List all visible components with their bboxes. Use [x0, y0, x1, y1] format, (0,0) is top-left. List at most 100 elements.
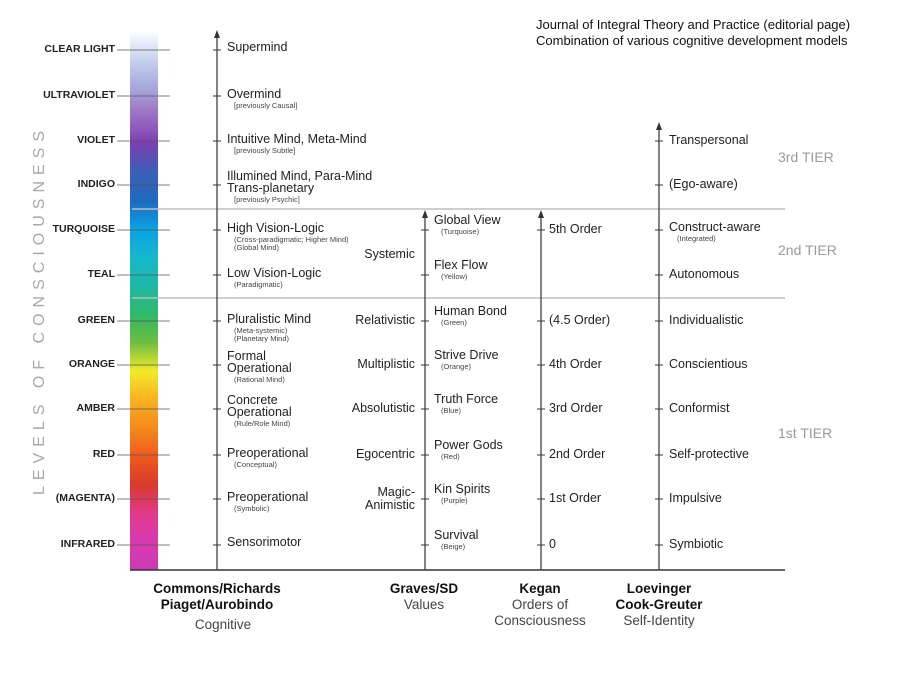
kegan-order-label: 2nd Order [549, 447, 606, 461]
kegan-order-label: 5th Order [549, 222, 602, 236]
cognitive-stage-note: (Rule/Role Mind) [234, 419, 291, 428]
graves-meme-label: Global View [434, 213, 501, 227]
loevinger-stage-label: Self-protective [669, 447, 749, 461]
column-header-loevinger-line2: Cook-Greuter [615, 597, 703, 612]
level-label: TURQUOISE [52, 223, 115, 235]
cognitive-stage-note: (Meta-systemic) [234, 326, 288, 335]
column-header-cognitive: Commons/Richards Piaget/Aurobindo Cognit… [137, 581, 297, 633]
cognitive-stage-label: Low Vision-Logic [227, 266, 322, 280]
graves-meme-color: (Purple) [441, 496, 468, 505]
kegan-order-label: (4.5 Order) [549, 313, 611, 327]
level-label: RED [92, 448, 115, 460]
cognitive-axis-arrow [214, 30, 220, 38]
loevinger-stage-label: Conscientious [669, 357, 748, 371]
kegan-order-label: 0 [549, 537, 556, 551]
cognitive-stage-label: Illumined Mind, Para-Mind [227, 169, 373, 183]
cognitive-stage-note: (Cross-paradigmatic; Higher Mind) [234, 235, 349, 244]
loevinger-stage-note: (Integrated) [677, 234, 716, 243]
cognitive-stage-note: (Paradigmatic) [234, 280, 283, 289]
column-header-loevinger-sub: Self-Identity [623, 613, 695, 628]
level-label: AMBER [76, 402, 116, 414]
column-header-loevinger: Loevinger Cook-Greuter Self-Identity [597, 581, 721, 629]
color-spectrum-bar [130, 30, 158, 570]
cognitive-stage-label: Operational [227, 361, 292, 375]
tier-3rd-label: 3rd TIER [778, 149, 834, 165]
graves-value-label: Multiplistic [357, 356, 415, 371]
cognitive-stage-label: Operational [227, 405, 292, 419]
source-note-line2: Combination of various cognitive develop… [536, 33, 848, 48]
loevinger-stage-label: Autonomous [669, 267, 740, 281]
cognitive-stage-note: (Global Mind) [234, 243, 280, 252]
cognitive-stage-note: (Symbolic) [234, 504, 270, 513]
level-label: (MAGENTA) [55, 492, 115, 504]
graves-value-label: Absolutistic [351, 400, 415, 415]
source-note: Journal of Integral Theory and Practice … [536, 17, 850, 49]
column-header-kegan-sub1: Orders of [511, 597, 569, 612]
kegan-axis-arrow [538, 210, 544, 218]
kegan-order-label: 1st Order [549, 491, 602, 505]
column-header-kegan: Kegan Orders of Consciousness [485, 581, 595, 629]
cognitive-stage-note: [previously Causal] [234, 101, 298, 110]
graves-meme-label: Truth Force [434, 392, 499, 406]
loevinger-axis-arrow [656, 122, 662, 130]
loevinger-stage-label: Transpersonal [669, 133, 749, 147]
source-note-line1: Journal of Integral Theory and Practice … [536, 17, 851, 32]
level-label: VIOLET [77, 134, 115, 146]
tier-2nd-label: 2nd TIER [778, 242, 837, 258]
cognitive-stage-label: High Vision-Logic [227, 221, 325, 235]
graves-meme-color: (Orange) [441, 362, 472, 371]
level-label: GREEN [77, 314, 115, 326]
graves-value-label: Relativistic [355, 312, 415, 327]
column-header-graves: Graves/SD Values [374, 581, 474, 613]
cognitive-stage-label: Concrete [227, 393, 278, 407]
graves-value-label: Systemic [364, 246, 415, 261]
level-label: INDIGO [77, 178, 115, 190]
column-header-graves-line1: Graves/SD [389, 581, 459, 596]
graves-meme-color: (Red) [441, 452, 460, 461]
cognitive-stage-label: Pluralistic Mind [227, 312, 312, 326]
cognitive-stage-label: Preoperational [227, 446, 309, 460]
column-header-kegan-line1: Kegan [519, 581, 561, 596]
graves-meme-label: Strive Drive [434, 348, 499, 362]
loevinger-stage-label: Impulsive [669, 491, 722, 505]
cognitive-stage-note: [previously Subtle] [234, 146, 296, 155]
level-label: TEAL [87, 268, 115, 280]
cognitive-stage-note: (Planetary Mind) [234, 334, 290, 343]
column-header-cognitive-line2: Piaget/Aurobindo [160, 597, 274, 612]
cognitive-stage-label: Preoperational [227, 490, 309, 504]
graves-meme-color: (Yellow) [441, 272, 468, 281]
graves-meme-color: (Blue) [441, 406, 462, 415]
level-label: ORANGE [68, 358, 115, 370]
graves-value-label: Magic- [377, 485, 415, 499]
column-header-cognitive-line1: Commons/Richards [153, 581, 281, 596]
graves-meme-color: (Beige) [441, 542, 466, 551]
loevinger-stage-label: Conformist [669, 401, 730, 415]
loevinger-stage-label: Individualistic [669, 313, 744, 327]
cognitive-stage-label: Formal [227, 349, 266, 363]
tier-1st-label: 1st TIER [778, 425, 833, 441]
graves-axis-arrow [422, 210, 428, 218]
graves-meme-label: Flex Flow [434, 258, 488, 272]
graves-value-label: Egocentric [355, 446, 415, 461]
loevinger-stage-label: Construct-aware [669, 220, 761, 234]
cognitive-stage-label: Intuitive Mind, Meta-Mind [227, 132, 367, 146]
column-header-loevinger-line1: Loevinger [626, 581, 692, 596]
loevinger-stage-label: Symbiotic [669, 537, 724, 551]
column-header-kegan-sub2: Consciousness [494, 613, 586, 628]
level-label: INFRARED [60, 538, 115, 550]
graves-value-label: Animistic [364, 498, 415, 512]
graves-meme-label: Human Bond [434, 304, 507, 318]
kegan-order-label: 4th Order [549, 357, 602, 371]
cognitive-stage-note: (Rational Mind) [234, 375, 285, 384]
graves-meme-color: (Green) [441, 318, 467, 327]
cognitive-stage-note: [previously Psychic] [234, 195, 300, 204]
column-header-graves-sub: Values [403, 597, 445, 612]
graves-meme-label: Kin Spirits [434, 482, 491, 496]
level-label: ULTRAVIOLET [43, 89, 115, 101]
loevinger-stage-label: (Ego-aware) [669, 177, 738, 191]
kegan-order-label: 3rd Order [549, 401, 603, 415]
graves-meme-label: Power Gods [434, 438, 503, 452]
cognitive-stage-label: Sensorimotor [227, 535, 302, 549]
